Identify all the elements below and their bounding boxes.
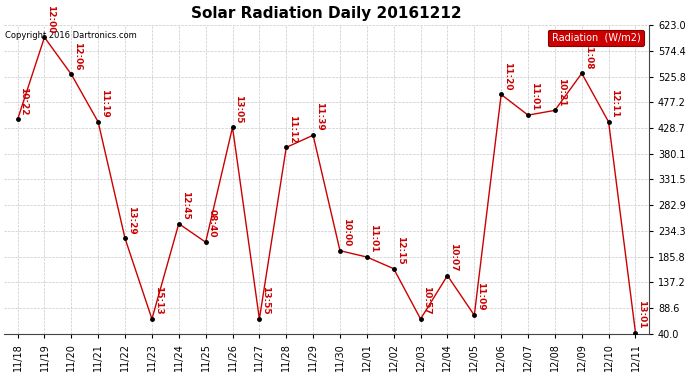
- Text: 10:57: 10:57: [422, 286, 431, 315]
- Text: 12:00: 12:00: [46, 4, 55, 33]
- Text: 12:11: 12:11: [611, 89, 620, 118]
- Text: 11:01: 11:01: [368, 224, 377, 253]
- Text: 13:55: 13:55: [262, 286, 270, 315]
- Text: 13:01: 13:01: [638, 300, 647, 328]
- Text: 10:07: 10:07: [449, 243, 458, 272]
- Text: Copyright 2016 Dartronics.com: Copyright 2016 Dartronics.com: [6, 31, 137, 40]
- Text: 10:21: 10:21: [557, 78, 566, 106]
- Text: 15:13: 15:13: [154, 286, 163, 315]
- Text: 12:06: 12:06: [73, 42, 82, 70]
- Title: Solar Radiation Daily 20161212: Solar Radiation Daily 20161212: [191, 6, 462, 21]
- Text: 11:12: 11:12: [288, 115, 297, 143]
- Text: 11:20: 11:20: [503, 62, 512, 90]
- Text: 12:45: 12:45: [181, 190, 190, 219]
- Text: 11:09: 11:09: [476, 282, 485, 311]
- Text: 10:00: 10:00: [342, 218, 351, 246]
- Text: 11:01: 11:01: [530, 82, 539, 111]
- Text: 13:29: 13:29: [127, 206, 136, 234]
- Text: 08:40: 08:40: [208, 210, 217, 238]
- Text: 11:19: 11:19: [100, 89, 109, 118]
- Text: 11:08: 11:08: [584, 40, 593, 69]
- Legend: Radiation  (W/m2): Radiation (W/m2): [548, 30, 644, 46]
- Text: 10:22: 10:22: [19, 87, 28, 115]
- Text: 11:39: 11:39: [315, 102, 324, 131]
- Text: 13:05: 13:05: [235, 94, 244, 123]
- Text: 12:15: 12:15: [395, 236, 404, 264]
